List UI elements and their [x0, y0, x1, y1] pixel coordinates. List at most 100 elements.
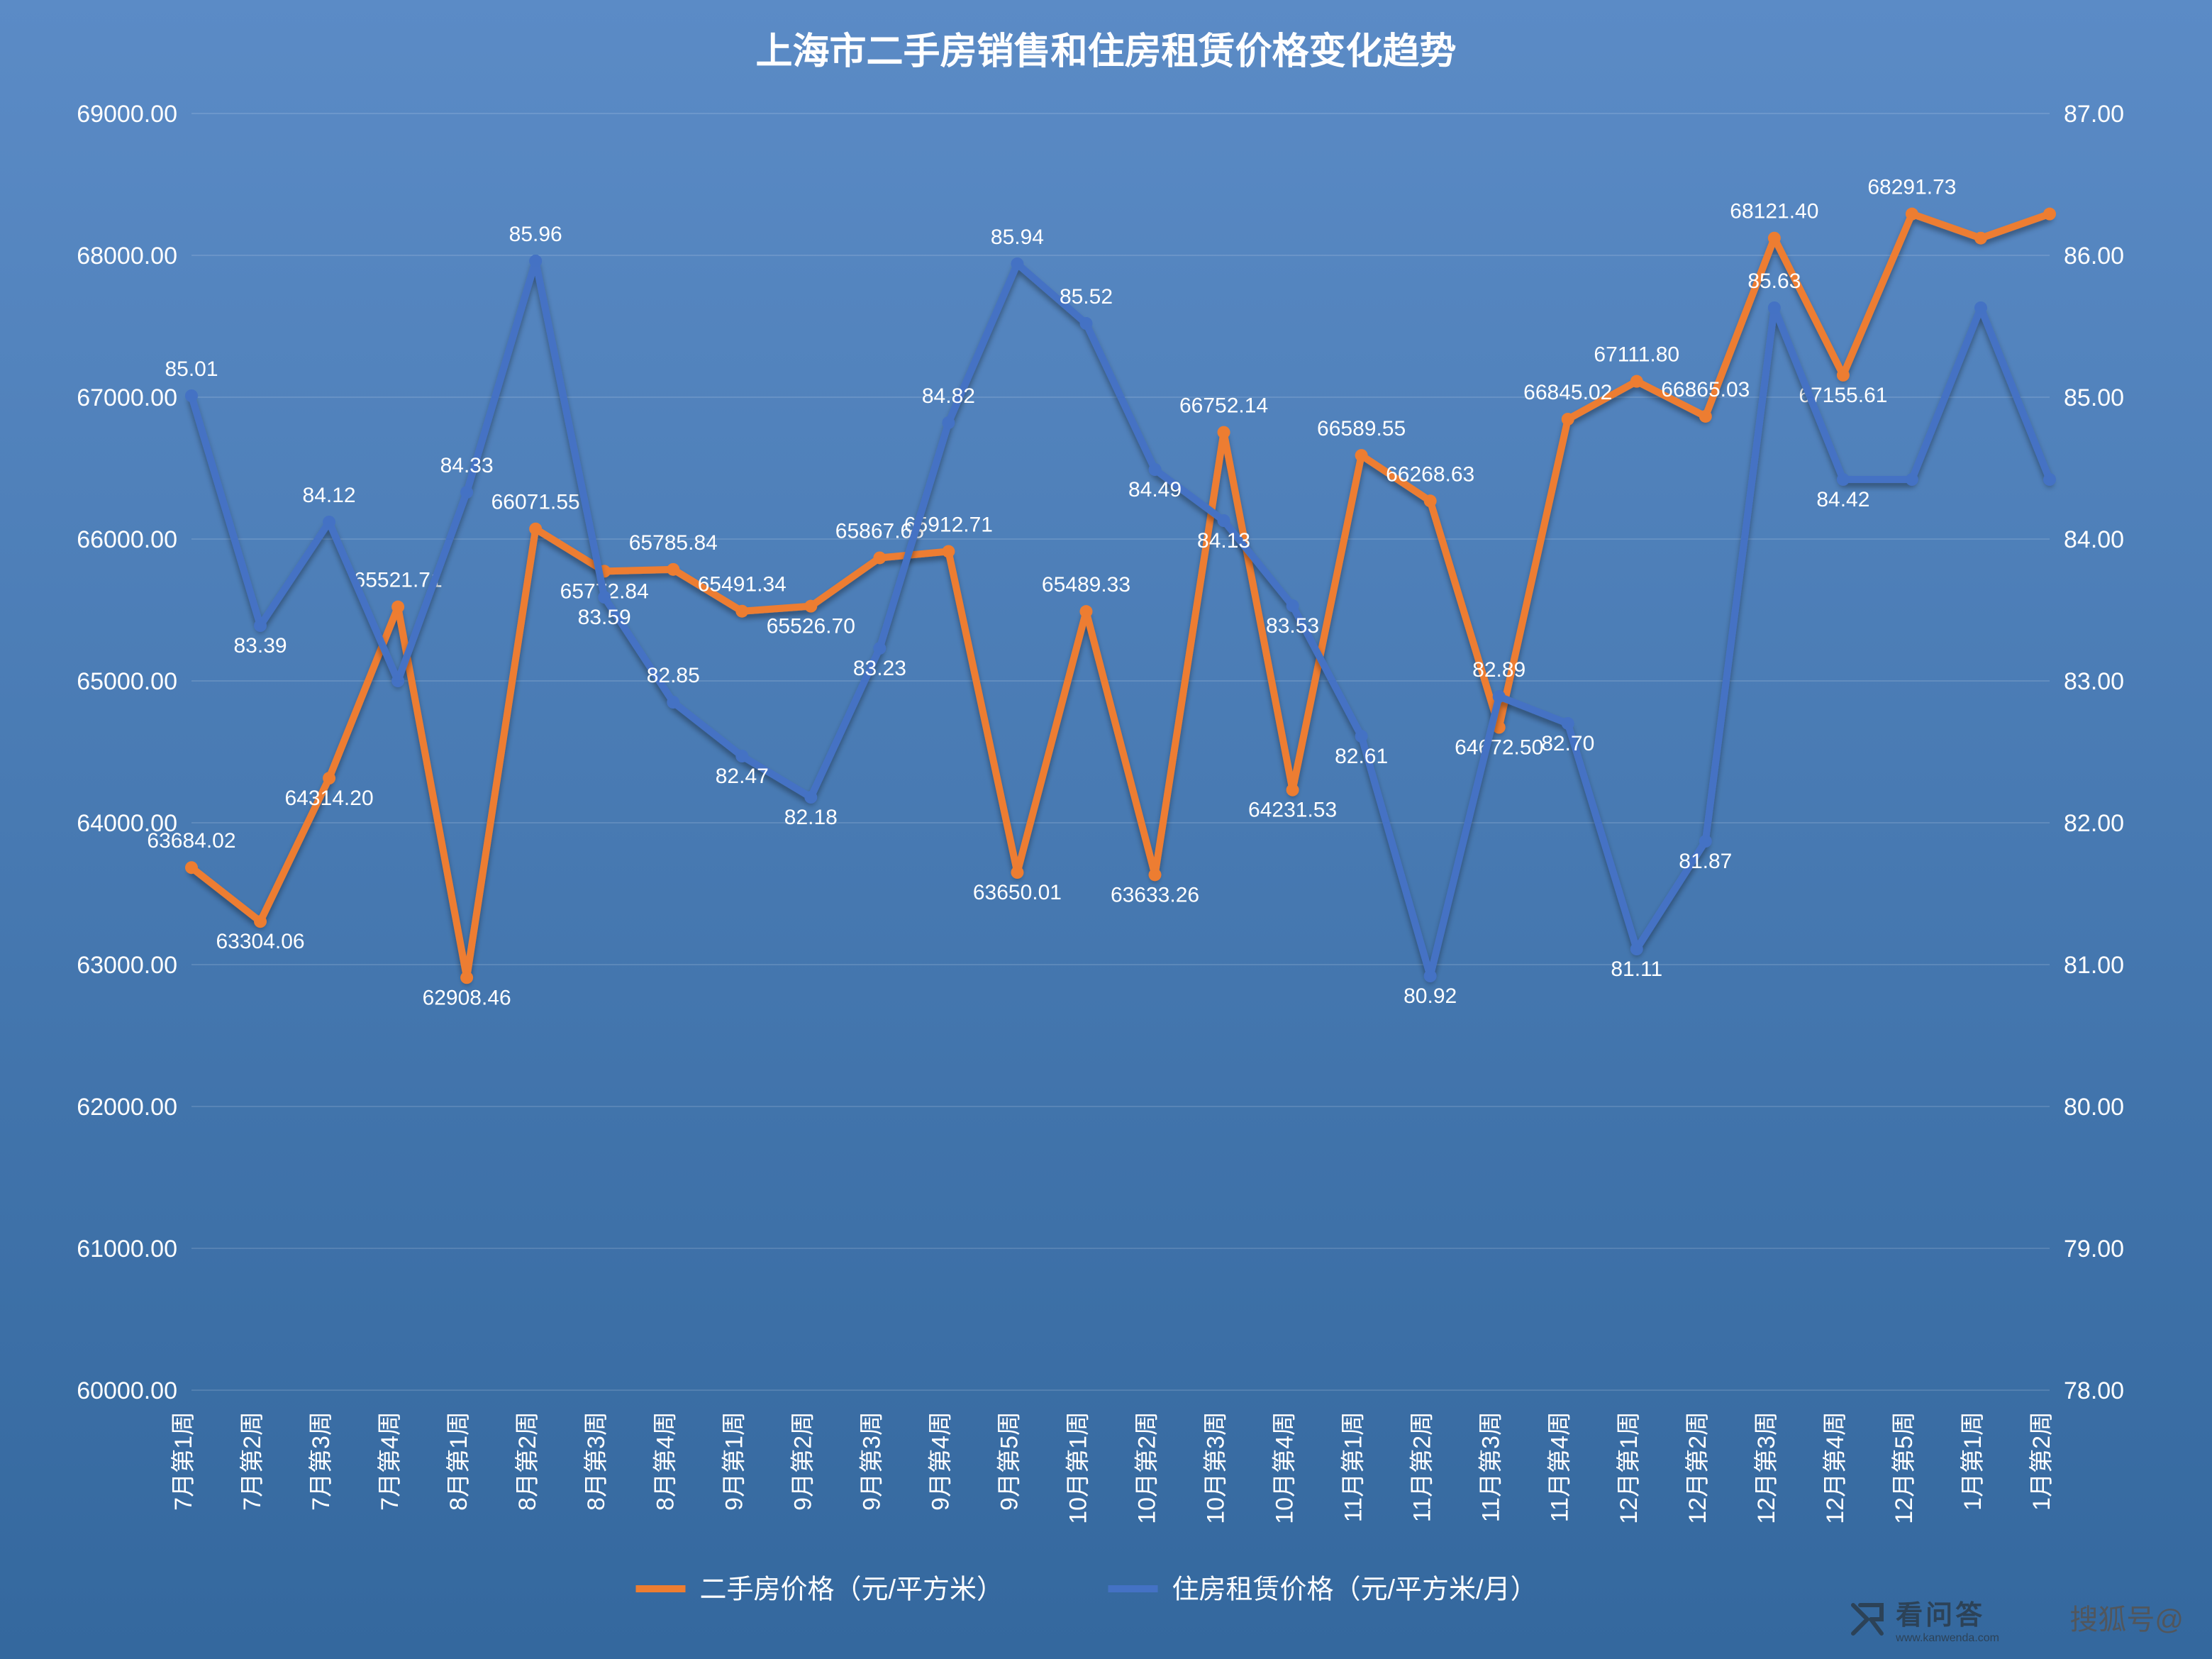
x-tick-label: 10月第1周: [1065, 1411, 1091, 1524]
series-point-sale: [1079, 605, 1092, 618]
series-point-rent: [1424, 970, 1437, 982]
data-label-sale: 65489.33: [1042, 573, 1130, 597]
y-left-tick: 61000.00: [77, 1236, 177, 1263]
data-label-sale: 66752.14: [1179, 394, 1268, 418]
series-point-rent: [254, 619, 267, 632]
series-point-sale: [1974, 232, 1987, 245]
series-point-sale: [804, 600, 817, 613]
series-point-rent: [942, 416, 955, 429]
x-tick-label: 7月第3周: [308, 1411, 335, 1511]
y-right-tick: 85.00: [2064, 384, 2124, 411]
series-point-sale: [1424, 494, 1437, 507]
x-tick-label: 11月第3周: [1478, 1411, 1505, 1522]
data-label-sale: 66071.55: [491, 491, 580, 514]
series-point-sale: [1562, 413, 1574, 426]
series-point-sale: [735, 605, 748, 618]
x-tick-label: 12月第1周: [1616, 1411, 1643, 1524]
data-label-rent: 84.49: [1128, 478, 1182, 501]
series-point-rent: [1699, 835, 1712, 848]
series-point-rent: [735, 750, 748, 762]
x-tick-label: 1月第2周: [2028, 1411, 2055, 1511]
x-tick-label: 1月第1周: [1960, 1411, 1986, 1511]
data-label-rent: 84.12: [303, 484, 356, 507]
x-tick-label: 9月第3周: [858, 1411, 885, 1511]
y-right-tick: 86.00: [2064, 243, 2124, 270]
data-label-sale: 68121.40: [1730, 200, 1818, 223]
data-label-rent: 84.42: [1816, 488, 1869, 511]
series-point-rent: [1837, 473, 1850, 486]
chart-container: 60000.0061000.0062000.0063000.0064000.00…: [0, 0, 2212, 1659]
y-right-tick: 81.00: [2064, 952, 2124, 979]
x-tick-label: 7月第4周: [377, 1411, 404, 1511]
series-point-sale: [1906, 208, 1918, 221]
series-point-rent: [1630, 943, 1643, 955]
data-label-rent: 85.63: [1747, 270, 1801, 293]
series-point-sale: [185, 861, 198, 874]
series-point-rent: [323, 516, 335, 528]
x-tick-label: 11月第4周: [1547, 1411, 1574, 1522]
x-tick-label: 11月第2周: [1409, 1411, 1436, 1522]
series-point-sale: [254, 915, 267, 928]
x-tick-label: 10月第4周: [1272, 1411, 1299, 1524]
series-point-rent: [1079, 317, 1092, 330]
data-label-sale: 66589.55: [1317, 417, 1406, 440]
data-label-rent: 84.82: [922, 384, 975, 408]
data-label-rent: 84.13: [1197, 529, 1250, 553]
series-point-rent: [1974, 301, 1987, 314]
series-point-sale: [873, 551, 886, 564]
series-point-sale: [2043, 208, 2056, 221]
x-tick-label: 12月第4周: [1822, 1411, 1849, 1524]
series-point-sale: [942, 545, 955, 557]
series-point-rent: [1149, 463, 1162, 476]
data-label-rent: 84.33: [440, 454, 494, 477]
x-tick-label: 8月第4周: [652, 1411, 679, 1511]
y-left-tick: 60000.00: [77, 1377, 177, 1404]
data-label-sale: 64231.53: [1248, 799, 1337, 822]
series-point-sale: [667, 563, 679, 576]
data-label-rent: 85.52: [1060, 285, 1113, 309]
data-label-sale: 64314.20: [285, 787, 374, 810]
series-point-sale: [1630, 375, 1643, 388]
data-label-sale: 65491.34: [698, 573, 787, 597]
x-tick-label: 12月第2周: [1684, 1411, 1711, 1524]
kanwenda-logo-icon: [1846, 1598, 1889, 1641]
line-chart: 60000.0061000.0062000.0063000.0064000.00…: [0, 0, 2212, 1659]
x-tick-label: 9月第2周: [789, 1411, 816, 1511]
data-label-rent: 82.61: [1335, 745, 1388, 768]
y-right-tick: 87.00: [2064, 101, 2124, 128]
y-right-tick: 83.00: [2064, 668, 2124, 695]
series-point-sale: [1149, 868, 1162, 881]
data-label-sale: 66845.02: [1523, 381, 1612, 404]
series-point-sale: [1286, 784, 1299, 797]
series-point-sale: [1011, 866, 1023, 879]
data-label-rent: 82.47: [716, 765, 769, 788]
data-label-sale: 67111.80: [1594, 343, 1679, 367]
data-label-rent: 82.18: [784, 806, 838, 829]
x-tick-label: 9月第4周: [927, 1411, 954, 1511]
series-point-sale: [1218, 426, 1230, 439]
legend-marker-rent: [1108, 1585, 1158, 1592]
data-label-sale: 62908.46: [423, 986, 511, 1009]
legend-label-sale: 二手房价格（元/平方米）: [700, 1575, 1004, 1604]
series-point-sale: [1768, 232, 1781, 245]
data-label-sale: 64672.50: [1455, 736, 1543, 760]
y-left-tick: 65000.00: [77, 668, 177, 695]
y-left-tick: 69000.00: [77, 101, 177, 128]
data-label-rent: 85.01: [165, 357, 218, 381]
data-label-rent: 83.59: [578, 606, 631, 629]
data-label-sale: 63684.02: [147, 829, 235, 853]
x-tick-label: 8月第1周: [445, 1411, 472, 1511]
data-label-rent: 83.53: [1266, 614, 1319, 638]
series-point-rent: [804, 791, 817, 804]
data-label-rent: 82.89: [1472, 658, 1525, 682]
x-tick-label: 9月第5周: [996, 1411, 1023, 1511]
data-label-rent: 82.70: [1541, 732, 1594, 755]
data-label-rent: 82.85: [647, 664, 700, 687]
legend-label-rent: 住房租赁价格（元/平方米/月）: [1172, 1575, 1538, 1604]
series-point-rent: [1355, 730, 1368, 743]
x-tick-label: 10月第3周: [1203, 1411, 1230, 1524]
data-label-rent: 83.23: [853, 657, 906, 680]
series-point-sale: [460, 971, 473, 984]
x-tick-label: 12月第3周: [1753, 1411, 1780, 1524]
series-point-rent: [1218, 514, 1230, 527]
